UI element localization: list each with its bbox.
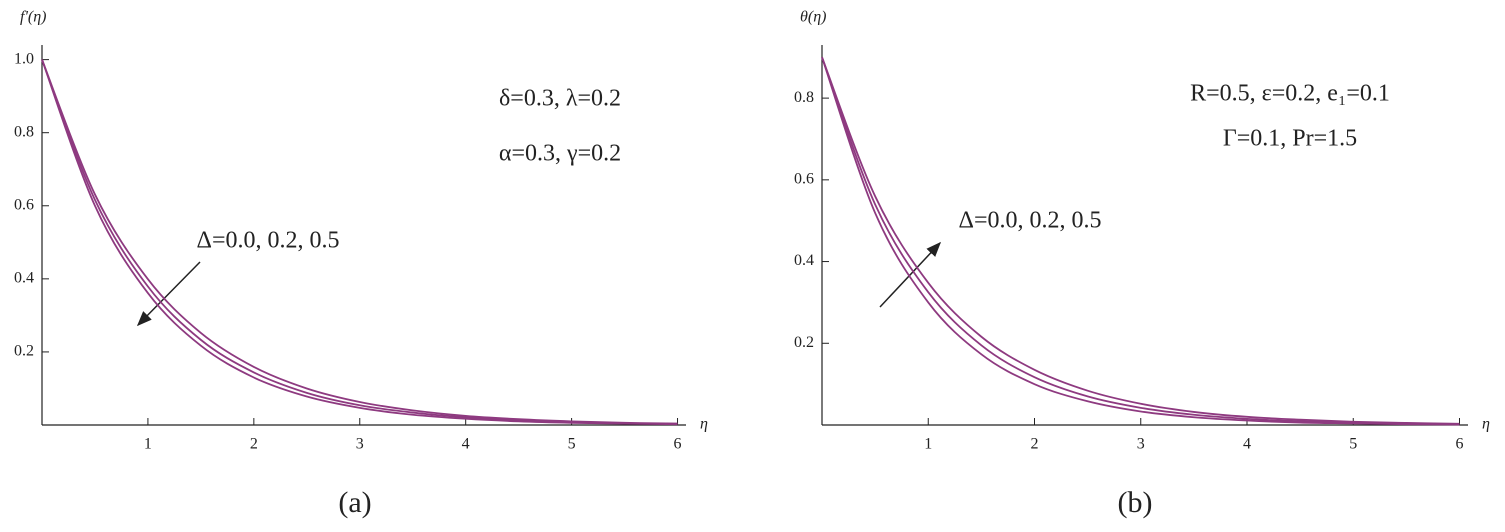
x-tick-label: 5 [1349,436,1357,453]
x-tick-label: 4 [462,436,470,453]
y-tick-label: 0.4 [794,252,814,269]
caption: (b) [1118,486,1153,519]
annotation: R=0.5, ε=0.2, e₁=0.1 [1190,81,1390,107]
y-axis-label: θ(η) [800,9,826,26]
x-tick-label: 1 [144,436,152,453]
x-tick-label: 6 [674,436,682,453]
y-tick-label: 1.0 [14,50,34,67]
x-tick-label: 2 [1031,436,1039,453]
arrow [136,261,201,327]
annotation: α=0.3, γ=0.2 [499,141,621,167]
line-series [41,59,678,426]
annotation: Δ=0.0, 0.2, 0.5 [197,228,340,254]
y-tick-label: 0.4 [14,270,34,287]
caption: (a) [338,486,371,519]
annotation: δ=0.3, λ=0.2 [499,86,621,112]
line-series [821,56,1460,426]
x-tick-label: 3 [1137,436,1145,453]
x-tick-label: 6 [1456,436,1464,453]
y-tick-label: 0.8 [794,89,814,106]
y-tick-label: 0.6 [14,196,34,213]
x-tick-label: 5 [568,436,576,453]
arrow [879,241,942,308]
x-tick-label: 1 [924,436,932,453]
x-axis-label: η [1482,416,1490,433]
y-tick-label: 0.6 [794,171,814,188]
line-series [821,56,1460,426]
x-tick-label: 2 [250,436,258,453]
line-series [821,56,1460,425]
y-tick-label: 0.2 [794,334,814,351]
line-series [41,59,678,425]
x-tick-label: 3 [356,436,364,453]
x-axis-label: η [700,416,708,433]
line-series [41,59,678,425]
y-tick-label: 0.8 [14,123,34,140]
annotation: Γ=0.1, Pr=1.5 [1223,126,1357,152]
x-tick-label: 4 [1243,436,1251,453]
y-tick-label: 0.2 [14,343,34,360]
annotation: Δ=0.0, 0.2, 0.5 [959,208,1102,234]
y-axis-label: f'(η) [20,9,46,26]
